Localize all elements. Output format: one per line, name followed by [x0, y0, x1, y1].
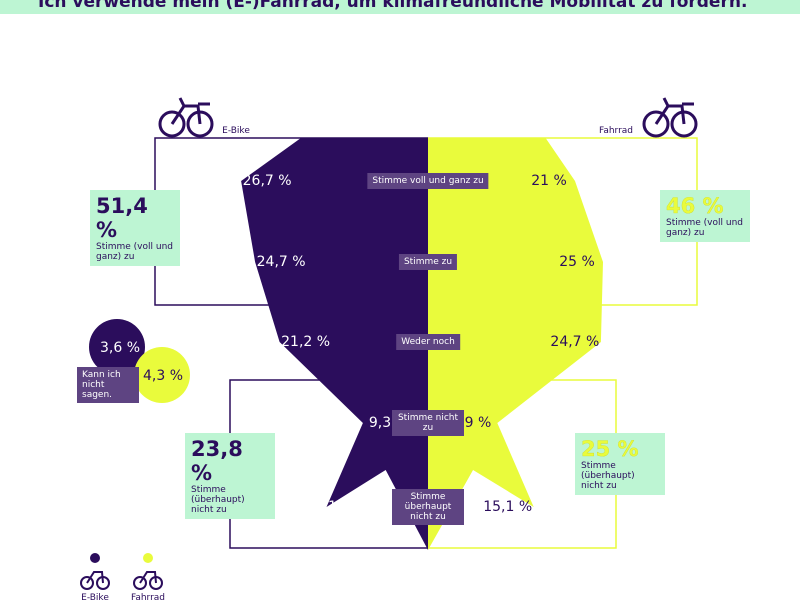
unsure-circle [89, 319, 145, 375]
summary-text: Stimme (voll und ganz) zu [666, 218, 744, 238]
category-label: Stimme voll und ganz zu [367, 173, 489, 189]
legend-dot [90, 553, 100, 563]
summary-text: Stimme (überhaupt) nicht zu [581, 461, 635, 491]
summary-value: 51,4 % [96, 194, 148, 242]
series-name: E-Bike [222, 126, 250, 136]
value-label: 25 % [559, 254, 595, 270]
bike-icon [642, 97, 698, 138]
summary-value: 46 % [666, 194, 724, 218]
ebike-icon [158, 97, 214, 138]
unsure-value: 3,6 % [99, 340, 141, 356]
category-label: Stimme zu [398, 254, 458, 270]
unsure-circle [134, 347, 190, 403]
summary-box: 23,8 % Stimme (überhaupt) nicht zu [185, 433, 275, 519]
value-label: 14,5 % [328, 499, 377, 515]
series-shape [428, 138, 603, 550]
summary-text: Stimme (voll und ganz) zu [96, 242, 174, 262]
legend-icon [80, 571, 163, 590]
category-label: Stimme nicht zu [392, 410, 464, 436]
value-label: 26,7 % [242, 173, 292, 189]
value-label: 15,1 % [483, 499, 533, 515]
category-label: Stimme überhaupt nicht zu [392, 489, 464, 525]
series-shape [241, 138, 428, 550]
title: Ich verwende mein (E-)Fahrrad, um klimaf… [0, 0, 800, 14]
legend-label: Fahrrad [130, 593, 166, 600]
legend-dot [143, 553, 153, 563]
unsure-value: 4,3 % [142, 368, 184, 384]
series-name: Fahrrad [598, 126, 634, 136]
value-label: 24,7 % [550, 334, 600, 350]
summary-box: 51,4 % Stimme (voll und ganz) zu [90, 190, 180, 266]
summary-box: 25 % Stimme (überhaupt) nicht zu [575, 433, 665, 495]
summary-value: 25 % [581, 437, 639, 461]
summary-value: 23,8 % [191, 437, 243, 485]
value-label: 21,2 % [281, 334, 331, 350]
category-label: Weder noch [396, 334, 460, 350]
value-label: 24,7 % [256, 254, 306, 270]
unsure-text: Kann ich nicht sagen. [77, 367, 139, 403]
value-label: 21 % [531, 173, 567, 189]
legend-label: E-Bike [81, 593, 109, 600]
summary-text: Stimme (überhaupt) nicht zu [191, 485, 245, 515]
summary-box: 46 % Stimme (voll und ganz) zu [660, 190, 750, 242]
